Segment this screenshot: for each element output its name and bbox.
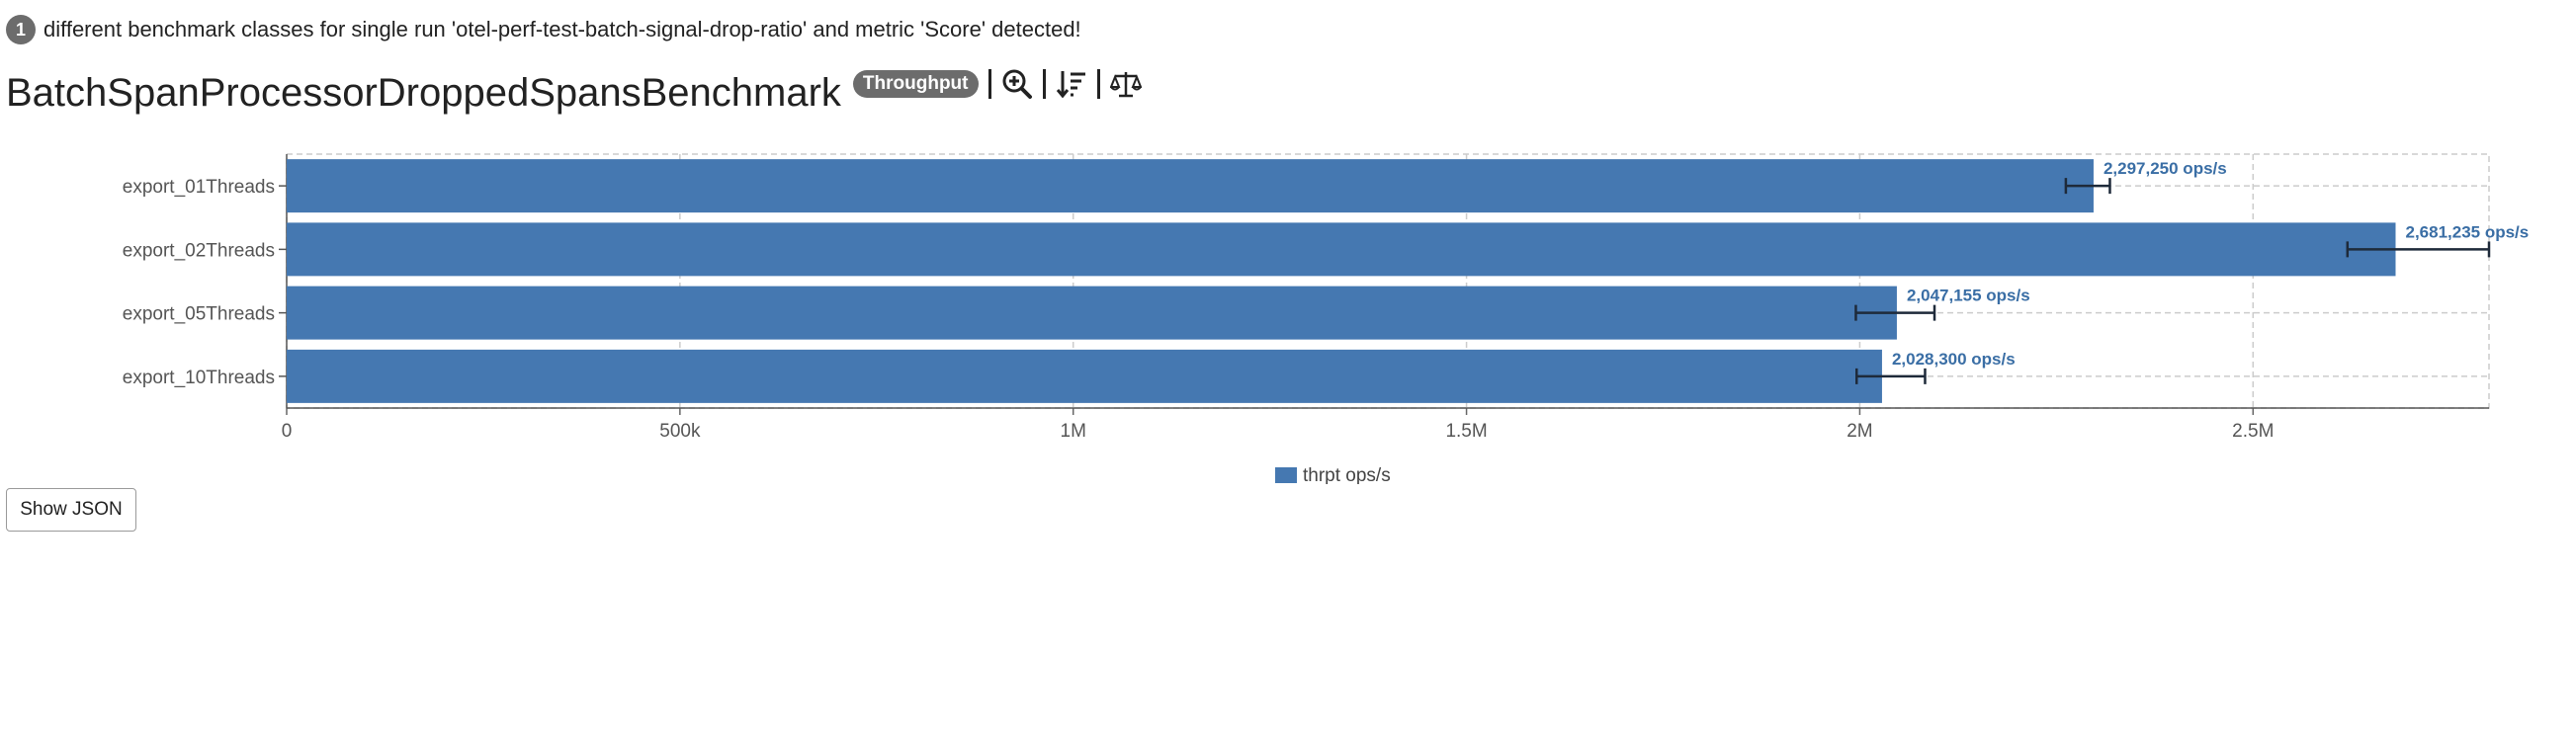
zoom-in-icon[interactable] [1001,68,1033,100]
metric-badge: Throughput [852,70,979,98]
throughput-bar-chart: 0 500k 1M 1.5M 2M 2.5M export_01Threads 2,297,2… [123,153,2529,484]
category-label: export_10Threads [123,368,275,388]
toolbar-divider [987,69,991,99]
bar [287,222,2396,277]
category-label: export_01Threads [123,177,275,198]
data-label: 2,297,250 ops/s [2104,159,2227,178]
notice-text: different benchmark classes for single r… [43,17,1081,41]
x-tick-label: 500k [659,421,701,442]
header: BatchSpanProcessorDroppedSpansBenchmark … [6,63,1142,123]
x-tick-label: 2M [1846,421,1872,442]
compare-scale-icon[interactable] [1109,68,1142,100]
bar [287,159,2094,213]
bar [287,286,1897,340]
x-tick-label: 1M [1061,421,1086,442]
category-label: export_05Threads [123,304,275,325]
toolbar-divider [1042,69,1046,99]
notice-bar: 1 different benchmark classes for single… [6,15,1081,44]
data-label: 2,681,235 ops/s [2405,222,2529,241]
bar [287,349,1882,403]
count-badge: 1 [6,15,36,44]
x-tick-label: 2.5M [2232,421,2274,442]
toolbar-divider [1096,69,1100,99]
data-label: 2,028,300 ops/s [1892,350,2016,369]
legend-swatch [1275,467,1297,483]
data-label: 2,047,155 ops/s [1907,287,2030,305]
legend-label: thrpt ops/s [1303,465,1391,484]
category-label: export_02Threads [123,240,275,261]
x-tick-label: 1.5M [1445,421,1487,442]
sort-icon[interactable] [1056,68,1087,100]
page-title: BatchSpanProcessorDroppedSpansBenchmark [6,71,841,115]
show-json-button[interactable]: Show JSON [6,488,136,532]
x-tick-label: 0 [282,421,293,442]
